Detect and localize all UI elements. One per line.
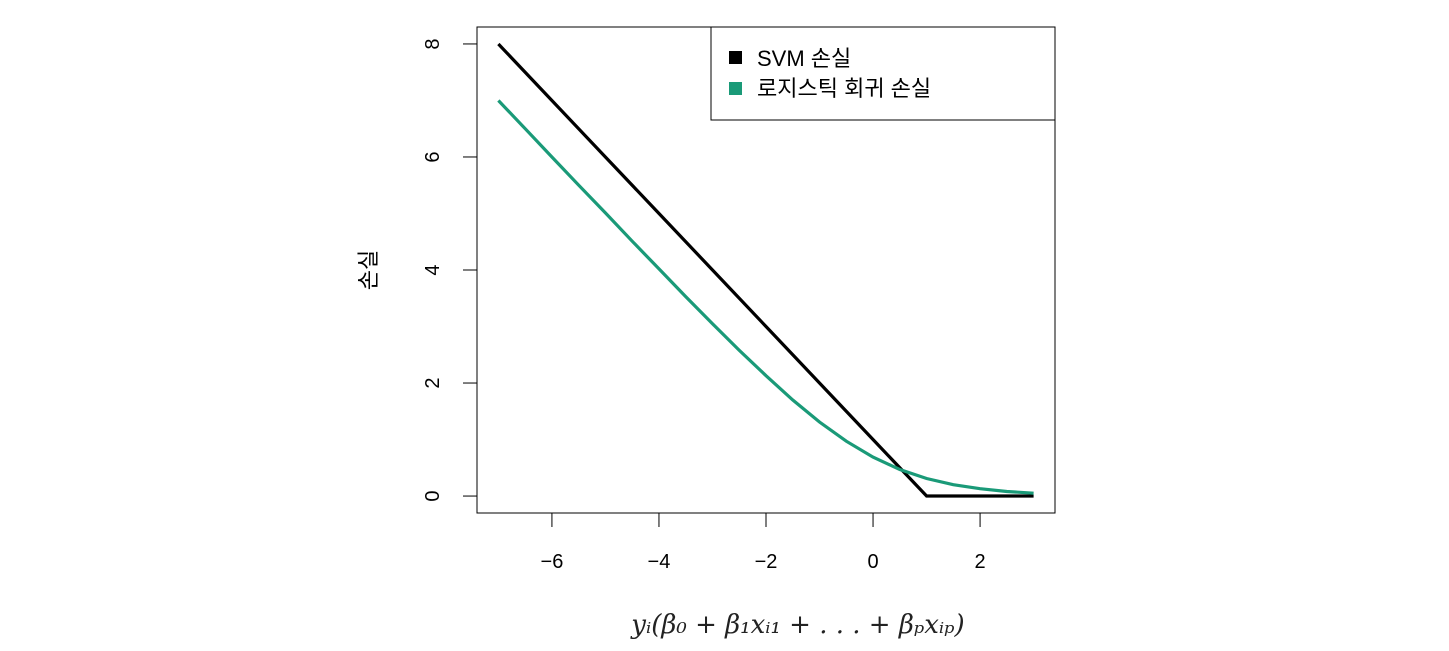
legend-label-svm: SVM 손실 (757, 46, 851, 71)
y-tick-label: 8 (422, 38, 444, 49)
series-line-0 (497, 42, 1034, 498)
y-axis-label: 손실 (356, 250, 381, 290)
y-axis: 0 2 4 6 8 (422, 38, 478, 502)
x-tick-label: 2 (975, 551, 986, 573)
series-line-1 (497, 99, 1034, 495)
y-tick-label: 0 (422, 490, 444, 501)
series-layer (497, 42, 1034, 498)
legend-label-logistic: 로지스틱 회귀 손실 (757, 76, 931, 101)
legend-swatch-logistic (729, 82, 742, 95)
x-tick-label: 0 (867, 551, 878, 573)
legend: SVM 손실 로지스틱 회귀 손실 (710, 26, 1056, 121)
y-tick-label: 6 (422, 151, 444, 162)
x-axis: −6 −4 −2 0 2 (541, 512, 986, 573)
x-axis-label: yᵢ(β₀ + β₁xᵢ₁ + . . . + βₚxᵢₚ) (630, 610, 964, 640)
x-tick-label: −2 (755, 551, 778, 573)
x-tick-label: −4 (648, 551, 671, 573)
y-tick-label: 2 (422, 377, 444, 388)
x-tick-label: −6 (541, 551, 564, 573)
legend-swatch-svm (729, 51, 742, 64)
y-tick-label: 4 (422, 264, 444, 275)
legend-box (710, 26, 1056, 121)
